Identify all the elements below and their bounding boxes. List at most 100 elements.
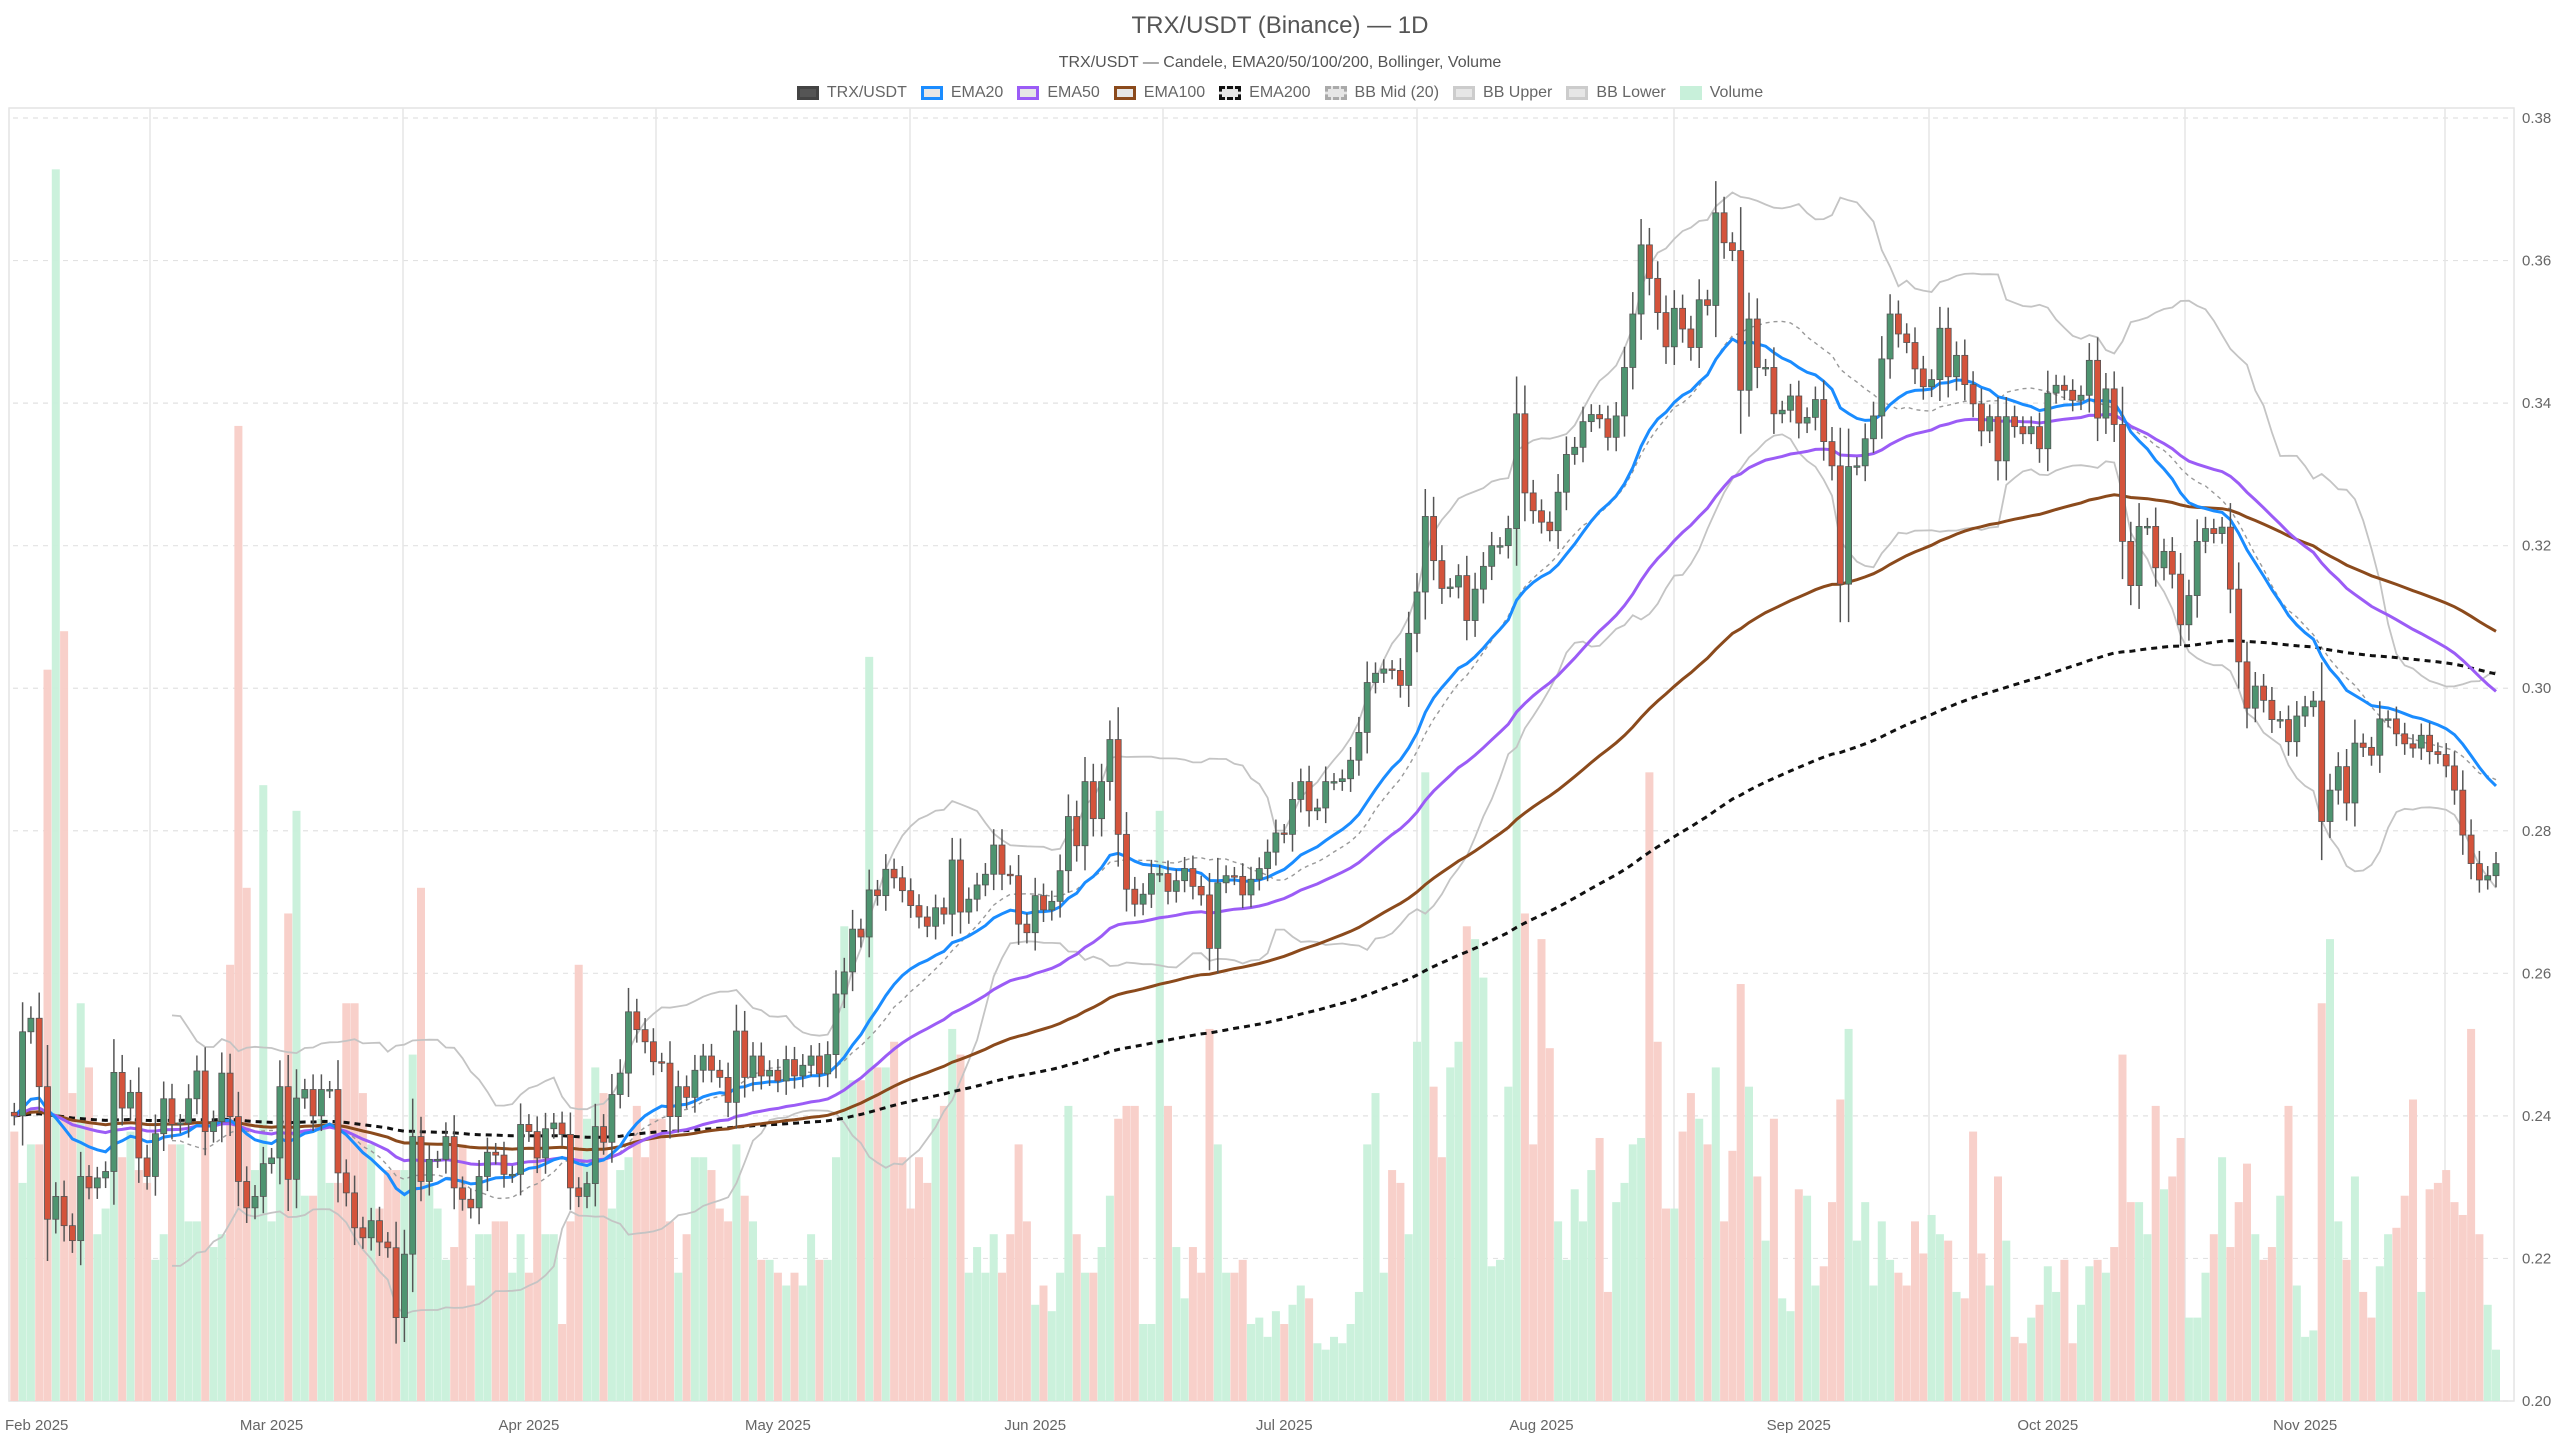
candle-body — [1936, 327, 1944, 380]
candle-body — [567, 1134, 574, 1189]
volume-bars — [10, 169, 2500, 1401]
candle — [1720, 196, 1728, 259]
candle-body — [1222, 875, 1230, 884]
candle-body — [1587, 414, 1595, 423]
candle — [2019, 416, 2027, 445]
candle-body — [1554, 491, 1562, 532]
candle-body — [2268, 699, 2276, 720]
candle — [1504, 515, 1512, 559]
candle-body — [990, 844, 998, 875]
candle — [1903, 323, 1911, 354]
candle — [973, 872, 981, 912]
candle-body — [757, 1055, 765, 1077]
candle — [1081, 757, 1089, 871]
candle — [301, 1078, 309, 1109]
volume-bar — [699, 1157, 708, 1401]
candle-body — [774, 1069, 782, 1082]
candle-body — [1778, 409, 1786, 415]
candle — [259, 1146, 267, 1214]
candle — [2002, 397, 2010, 481]
candle-body — [367, 1220, 375, 1239]
candle — [1372, 662, 1379, 694]
candle — [1430, 496, 1437, 581]
x-tick-label: Sep 2025 — [1767, 1417, 1831, 1434]
candle-body — [691, 1069, 699, 1098]
candle-body — [1944, 327, 1952, 378]
candle-body — [1820, 399, 1828, 443]
candle-body — [2193, 540, 2201, 596]
legend-item[interactable]: EMA200 — [1219, 84, 1311, 102]
candle — [2467, 819, 2475, 880]
x-tick-label: May 2025 — [745, 1417, 811, 1434]
volume-bar — [1745, 1086, 1753, 1401]
candle — [666, 1041, 674, 1139]
volume-bar — [2425, 1189, 2434, 1401]
candle — [27, 1006, 35, 1044]
volume-bar — [2027, 1317, 2036, 1401]
legend: TRX/USDT EMA20 EMA50 EMA100 EMA200 BB Mid (20… — [0, 84, 2560, 102]
volume-bar — [2176, 1137, 2185, 1401]
candle-body — [1521, 413, 1529, 494]
volume-bar — [1479, 977, 1488, 1401]
candle — [1712, 181, 1720, 338]
candle — [2110, 371, 2118, 442]
candle-body — [2218, 526, 2226, 534]
candle-body — [658, 1061, 666, 1064]
candle-body — [2102, 388, 2110, 419]
candle — [2011, 405, 2018, 438]
candle-body — [259, 1163, 267, 1197]
candle — [957, 838, 964, 934]
candle-body — [840, 971, 848, 995]
volume-bar — [1064, 1105, 1073, 1401]
candle — [2301, 695, 2309, 727]
volume-bar — [201, 1131, 210, 1401]
volume-bar — [126, 1131, 135, 1401]
candle-body — [1504, 528, 1512, 547]
candle — [658, 1052, 666, 1073]
chart-subtitle: TRX/USDT — Candele, EMA20/50/100/200, Bo… — [1058, 54, 1502, 71]
volume-bar — [2317, 1003, 2326, 1401]
candle — [77, 1151, 85, 1266]
candle — [185, 1084, 193, 1138]
volume-bar — [1819, 1266, 1828, 1401]
candle-body — [2085, 359, 2093, 396]
candle-body — [2119, 424, 2126, 542]
candle-body — [127, 1091, 134, 1109]
legend-item[interactable]: EMA50 — [1017, 84, 1100, 102]
legend-item[interactable]: EMA100 — [1113, 84, 1205, 102]
candle — [1089, 763, 1097, 837]
candle-body — [1787, 395, 1794, 411]
candle — [2285, 705, 2292, 756]
candle — [218, 1052, 226, 1143]
candle — [1878, 336, 1886, 439]
candle-body — [1131, 888, 1139, 905]
legend-item[interactable]: BB Upper — [1453, 84, 1552, 102]
candle-body — [1098, 781, 1105, 820]
volume-bar — [1769, 1118, 1778, 1401]
legend-item[interactable]: BB Lower — [1566, 84, 1666, 102]
candle-body — [483, 1151, 491, 1177]
volume-bar — [2218, 1157, 2227, 1401]
candle-body — [2376, 718, 2384, 756]
volume-bar — [1603, 1291, 1612, 1401]
legend-item[interactable]: EMA20 — [920, 84, 1003, 102]
volume-bar — [2267, 1247, 2276, 1401]
candle — [284, 1054, 292, 1212]
candle-body — [849, 928, 856, 973]
candle-body — [923, 916, 931, 927]
legend-item[interactable]: TRX/USDT — [796, 84, 907, 102]
candle-body — [1712, 212, 1720, 306]
candle — [1239, 863, 1247, 909]
legend-item[interactable]: Volume — [1679, 84, 1763, 102]
volume-bar — [2085, 1266, 2094, 1401]
volume-bar — [749, 1221, 757, 1401]
volume-bar — [674, 1272, 683, 1401]
volume-bar — [2010, 1336, 2019, 1401]
y-tick-label: 0.32 — [2522, 538, 2551, 555]
volume-bar — [1529, 1144, 1538, 1401]
candle — [1936, 306, 1944, 401]
candle-body — [1330, 781, 1338, 784]
legend-item[interactable]: BB Mid (20) — [1324, 84, 1439, 102]
candle-body — [1322, 781, 1330, 809]
candle-body — [542, 1128, 549, 1159]
